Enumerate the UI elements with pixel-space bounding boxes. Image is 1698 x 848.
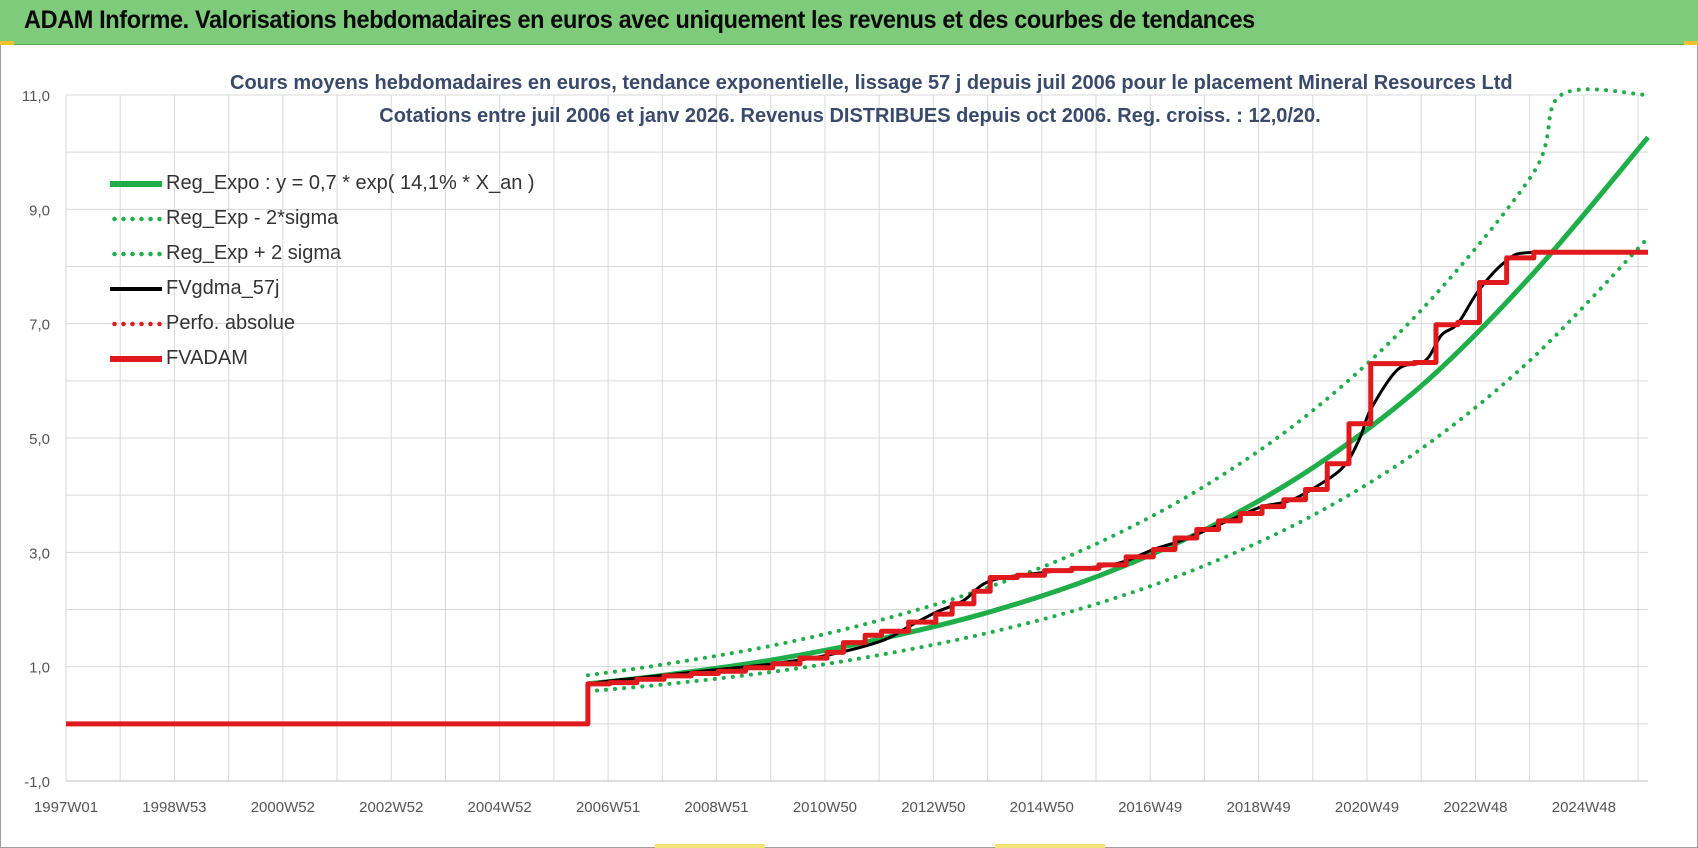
- x-tick-label: 2020W49: [1335, 799, 1399, 816]
- x-tick-label: 2014W50: [1010, 799, 1074, 816]
- legend-swatch: [110, 320, 162, 327]
- legend-item: FVgdma_57j: [110, 271, 535, 306]
- chart-subtitle: Cotations entre juil 2006 et janv 2026. …: [379, 105, 1321, 127]
- legend-label: Reg_Exp - 2*sigma: [166, 207, 339, 229]
- y-tick-label: -1,0: [24, 774, 50, 791]
- x-tick-label: 2024W48: [1552, 799, 1616, 816]
- x-tick-label: 2022W48: [1443, 799, 1507, 816]
- x-tick-label: 2012W50: [901, 799, 965, 816]
- corner-marker-left: [0, 41, 14, 45]
- y-tick-label: 3,0: [29, 545, 50, 562]
- y-tick-label: 7,0: [29, 317, 50, 334]
- bottom-tab-marker: [655, 844, 765, 848]
- legend-swatch: [110, 215, 162, 222]
- legend-item: Reg_Exp - 2*sigma: [110, 201, 535, 236]
- x-tick-label: 1998W53: [142, 799, 206, 816]
- legend-item: Reg_Exp + 2 sigma: [110, 236, 535, 271]
- x-tick-label: 2002W52: [359, 799, 423, 816]
- x-tick-label: 2008W51: [684, 799, 748, 816]
- chart-title: Cours moyens hebdomadaires en euros, ten…: [230, 72, 1513, 94]
- y-tick-label: 9,0: [29, 202, 50, 219]
- y-tick-label: 1,0: [29, 660, 50, 677]
- y-tick-label: 11,0: [22, 88, 50, 105]
- legend-swatch: [110, 286, 162, 291]
- legend-swatch: [110, 355, 162, 362]
- legend-item: Reg_Expo : y = 0,7 * exp( 14,1% * X_an ): [110, 166, 535, 201]
- series-line-1: [585, 235, 1650, 694]
- legend-label: Perfo. absolue: [166, 312, 295, 334]
- series-line-2: [585, 87, 1650, 678]
- legend-label: FVgdma_57j: [166, 277, 280, 299]
- legend-swatch: [110, 250, 162, 257]
- legend-swatch: [110, 180, 162, 187]
- legend-label: FVADAM: [166, 347, 248, 369]
- x-tick-label: 2010W50: [793, 799, 857, 816]
- x-tick-label: 2004W52: [468, 799, 532, 816]
- corner-marker-right: [1684, 41, 1698, 45]
- legend-label: Reg_Exp + 2 sigma: [166, 242, 342, 264]
- x-tick-label: 2000W52: [251, 799, 315, 816]
- legend-label: Reg_Expo : y = 0,7 * exp( 14,1% * X_an ): [166, 172, 535, 194]
- page-title: ADAM Informe. Valorisations hebdomadaire…: [24, 6, 1255, 34]
- series-line-3: [587, 250, 1649, 686]
- y-tick-label: 5,0: [29, 431, 50, 448]
- legend-item: FVADAM: [110, 341, 535, 376]
- bottom-tab-marker: [995, 844, 1105, 848]
- series-line-0: [587, 135, 1650, 687]
- x-tick-label: 2018W49: [1226, 799, 1290, 816]
- legend-item: Perfo. absolue: [110, 306, 535, 341]
- chart-legend: Reg_Expo : y = 0,7 * exp( 14,1% * X_an )…: [110, 166, 535, 376]
- header-bar: ADAM Informe. Valorisations hebdomadaire…: [0, 0, 1698, 45]
- x-tick-label: 1997W01: [34, 799, 98, 816]
- x-tick-label: 2006W51: [576, 799, 640, 816]
- x-tick-label: 2016W49: [1118, 799, 1182, 816]
- series-line-5: [66, 249, 1648, 727]
